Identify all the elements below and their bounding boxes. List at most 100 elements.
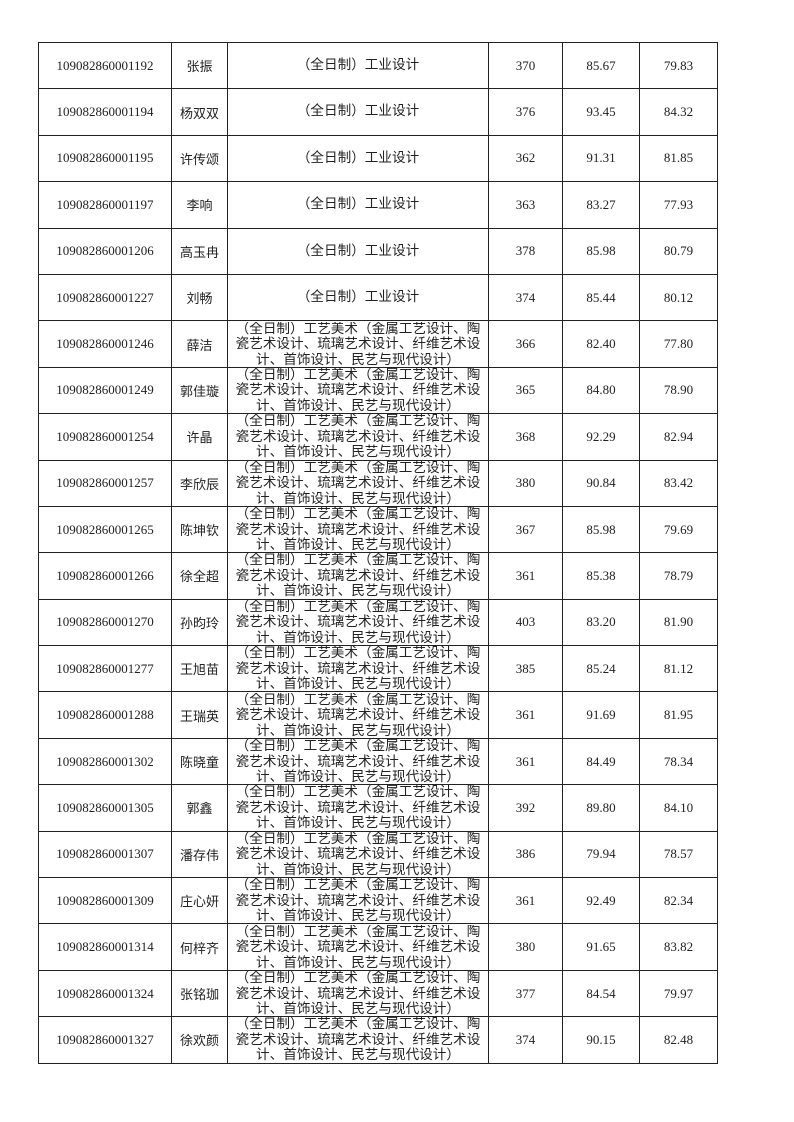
exam-score-cell: 365 [488,366,563,415]
name-cell: 孙昀玲 [171,598,228,647]
candidate-id-cell: 109082860001257 [38,459,172,507]
major-text: （全日制）工业设计 [296,149,420,166]
retest-score-cell: 79.94 [562,830,640,879]
exam-score-cell: 368 [488,413,563,461]
name-cell: 何梓齐 [171,923,228,971]
major-text: （全日制）工业设计 [296,288,420,305]
total-score-cell: 78.57 [639,830,718,879]
candidate-id-cell: 109082860001277 [38,645,172,693]
name-cell: 张振 [171,41,228,90]
total-score-cell: 79.69 [639,505,718,554]
major-cell: （全日制）工艺美术（金属工艺设计、陶瓷艺术设计、琉璃艺术设计、纤维艺术设计、首饰… [227,645,489,693]
results-table-body: 109082860001192 张振 （全日制）工业设计 370 85.67 79.83 1… [38,41,718,1064]
major-text: （全日制）工艺美术（金属工艺设计、陶瓷艺术设计、琉璃艺术设计、纤维艺术设计、首饰… [235,367,481,413]
retest-score-cell: 83.27 [562,181,640,229]
exam-score-cell: 386 [488,830,563,879]
candidate-id-cell: 109082860001305 [38,784,172,832]
major-cell: （全日制）工艺美术（金属工艺设计、陶瓷艺术设计、琉璃艺术设计、纤维艺术设计、首饰… [227,598,489,647]
candidate-id-cell: 109082860001246 [38,320,172,368]
table-row: 109082860001194 杨双双 （全日制）工业设计 376 93.45 84.32 [38,88,718,136]
major-text: （全日制）工艺美术（金属工艺设计、陶瓷艺术设计、琉璃艺术设计、纤维艺术设计、首饰… [235,460,481,506]
exam-score-cell: 380 [488,459,563,507]
total-score-cell: 84.10 [639,784,718,832]
major-text: （全日制）工艺美术（金属工艺设计、陶瓷艺术设计、琉璃艺术设计、纤维艺术设计、首饰… [235,553,481,599]
retest-score-cell: 91.31 [562,134,640,183]
total-score-cell: 81.12 [639,645,718,693]
exam-score-cell: 361 [488,877,563,925]
major-text: （全日制）工艺美术（金属工艺设计、陶瓷艺术设计、琉璃艺术设计、纤维艺术设计、首饰… [235,831,481,877]
retest-score-cell: 89.80 [562,784,640,832]
major-text: （全日制）工艺美术（金属工艺设计、陶瓷艺术设计、琉璃艺术设计、纤维艺术设计、首饰… [235,414,481,460]
exam-score-cell: 362 [488,134,563,183]
name-cell: 庄心妍 [171,877,228,925]
table-row: 109082860001314 何梓齐 （全日制）工艺美术（金属工艺设计、陶瓷艺术设… [38,923,718,971]
exam-score-cell: 361 [488,691,563,739]
candidate-id-cell: 109082860001324 [38,969,172,1018]
major-cell: （全日制）工艺美术（金属工艺设计、陶瓷艺术设计、琉璃艺术设计、纤维艺术设计、首饰… [227,784,489,832]
major-cell: （全日制）工艺美术（金属工艺设计、陶瓷艺术设计、琉璃艺术设计、纤维艺术设计、首饰… [227,923,489,971]
major-text: （全日制）工艺美术（金属工艺设计、陶瓷艺术设计、琉璃艺术设计、纤维艺术设计、首饰… [235,971,481,1016]
table-row: 109082860001227 刘畅 （全日制）工业设计 374 85.44 80.12 [38,273,718,322]
major-text: （全日制）工业设计 [296,196,420,213]
exam-score-cell: 377 [488,969,563,1018]
retest-score-cell: 91.69 [562,691,640,739]
candidate-id-cell: 109082860001194 [38,88,172,136]
major-cell: （全日制）工艺美术（金属工艺设计、陶瓷艺术设计、琉璃艺术设计、纤维艺术设计、首饰… [227,320,489,368]
candidate-id-cell: 109082860001249 [38,366,172,415]
major-cell: （全日制）工艺美术（金属工艺设计、陶瓷艺术设计、琉璃艺术设计、纤维艺术设计、首饰… [227,413,489,461]
retest-score-cell: 85.44 [562,273,640,322]
total-score-cell: 81.85 [639,134,718,183]
results-table: 109082860001192 张振 （全日制）工业设计 370 85.67 79.83 1… [38,41,718,1064]
exam-score-cell: 376 [488,88,563,136]
retest-score-cell: 83.20 [562,598,640,647]
major-text: （全日制）工艺美术（金属工艺设计、陶瓷艺术设计、琉璃艺术设计、纤维艺术设计、首饰… [235,924,481,970]
table-row: 109082860001302 陈晓童 （全日制）工艺美术（金属工艺设计、陶瓷艺术设… [38,737,718,786]
major-cell: （全日制）工艺美术（金属工艺设计、陶瓷艺术设计、琉璃艺术设计、纤维艺术设计、首饰… [227,459,489,507]
exam-score-cell: 361 [488,737,563,786]
major-cell: （全日制）工业设计 [227,134,489,183]
name-cell: 杨双双 [171,88,228,136]
table-row: 109082860001307 潘存伟 （全日制）工艺美术（金属工艺设计、陶瓷艺术设… [38,830,718,879]
name-cell: 郭鑫 [171,784,228,832]
total-score-cell: 82.34 [639,877,718,925]
candidate-id-cell: 109082860001227 [38,273,172,322]
table-row: 109082860001265 陈坤钦 （全日制）工艺美术（金属工艺设计、陶瓷艺术设… [38,505,718,554]
exam-score-cell: 366 [488,320,563,368]
exam-score-cell: 367 [488,505,563,554]
name-cell: 陈晓童 [171,737,228,786]
total-score-cell: 79.83 [639,41,718,90]
table-row: 109082860001305 郭鑫 （全日制）工艺美术（金属工艺设计、陶瓷艺术设计… [38,784,718,832]
exam-score-cell: 374 [488,273,563,322]
name-cell: 徐欢颜 [171,1016,228,1064]
major-text: （全日制）工艺美术（金属工艺设计、陶瓷艺术设计、琉璃艺术设计、纤维艺术设计、首饰… [235,878,481,924]
major-text: （全日制）工艺美术（金属工艺设计、陶瓷艺术设计、琉璃艺术设计、纤维艺术设计、首饰… [235,692,481,738]
candidate-id-cell: 109082860001192 [38,41,172,90]
major-cell: （全日制）工艺美术（金属工艺设计、陶瓷艺术设计、琉璃艺术设计、纤维艺术设计、首饰… [227,1016,489,1064]
retest-score-cell: 85.98 [562,227,640,275]
candidate-id-cell: 109082860001314 [38,923,172,971]
table-row: 109082860001206 高玉冉 （全日制）工业设计 378 85.98 80.79 [38,227,718,275]
major-cell: （全日制）工艺美术（金属工艺设计、陶瓷艺术设计、琉璃艺术设计、纤维艺术设计、首饰… [227,737,489,786]
table-row: 109082860001324 张铭珈 （全日制）工艺美术（金属工艺设计、陶瓷艺术设… [38,969,718,1018]
retest-score-cell: 84.80 [562,366,640,415]
major-text: （全日制）工业设计 [296,56,420,73]
name-cell: 陈坤钦 [171,505,228,554]
table-row: 109082860001277 王旭苗 （全日制）工艺美术（金属工艺设计、陶瓷艺术设… [38,645,718,693]
table-row: 109082860001192 张振 （全日制）工业设计 370 85.67 79.83 [38,41,718,90]
table-row: 109082860001266 徐全超 （全日制）工艺美术（金属工艺设计、陶瓷艺术设… [38,552,718,600]
candidate-id-cell: 109082860001266 [38,552,172,600]
retest-score-cell: 85.67 [562,41,640,90]
name-cell: 许传颂 [171,134,228,183]
total-score-cell: 80.12 [639,273,718,322]
major-cell: （全日制）工业设计 [227,88,489,136]
name-cell: 刘畅 [171,273,228,322]
name-cell: 徐全超 [171,552,228,600]
retest-score-cell: 90.15 [562,1016,640,1064]
exam-score-cell: 363 [488,181,563,229]
total-score-cell: 78.90 [639,366,718,415]
major-cell: （全日制）工艺美术（金属工艺设计、陶瓷艺术设计、琉璃艺术设计、纤维艺术设计、首饰… [227,877,489,925]
name-cell: 王旭苗 [171,645,228,693]
candidate-id-cell: 109082860001197 [38,181,172,229]
major-cell: （全日制）工业设计 [227,181,489,229]
candidate-id-cell: 109082860001254 [38,413,172,461]
